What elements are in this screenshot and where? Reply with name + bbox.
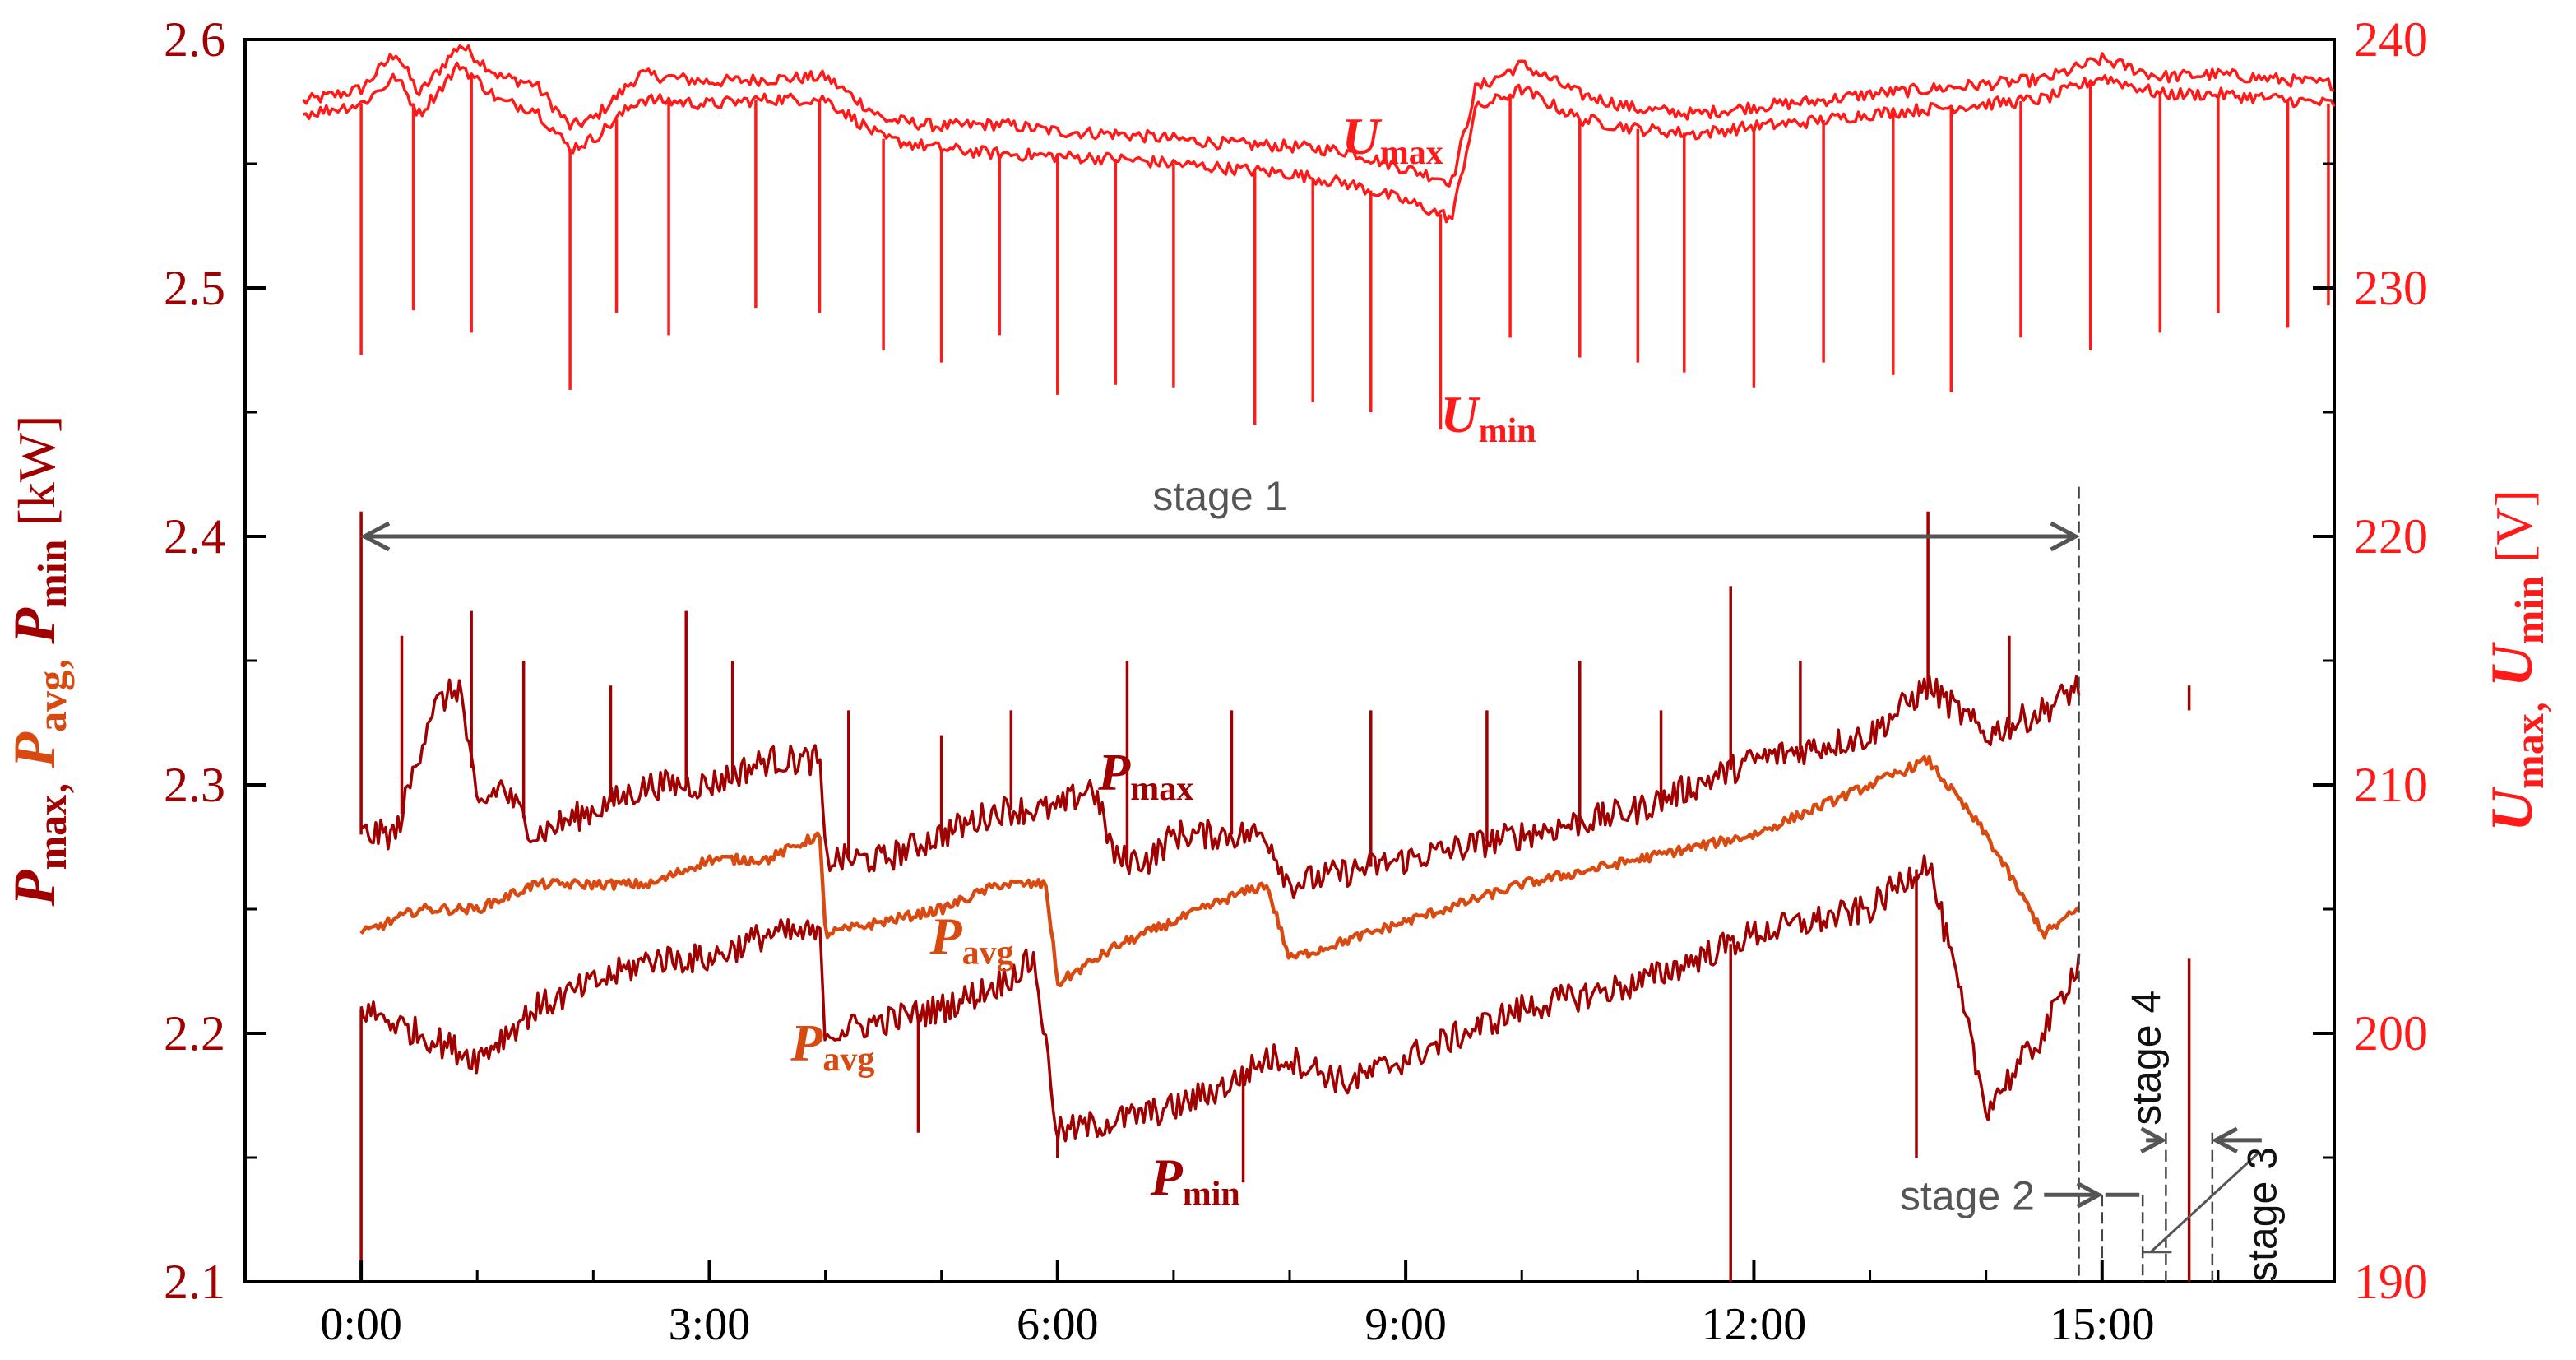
left-tick-label: 2.5 <box>164 261 225 315</box>
x-tick-label: 9:00 <box>1364 1299 1447 1350</box>
stage4-arrowhead <box>2140 1126 2167 1154</box>
right-tick-label: 230 <box>2354 261 2428 315</box>
stage4-label: stage 4 <box>2123 991 2169 1126</box>
left-tick-label: 2.2 <box>164 1006 225 1061</box>
stage3-pointer <box>2150 1151 2260 1253</box>
stage1-arrowhead-left <box>359 521 391 552</box>
label-pavg-lower-sub: avg <box>822 1041 874 1079</box>
right-axis-label-sep <box>2496 563 2555 576</box>
left-tick-label: 2.6 <box>164 12 225 67</box>
label-pavg: Pavg <box>929 907 1014 972</box>
label-pavg-lower: Pavg <box>790 1014 874 1079</box>
right-axis-label-unit: [V] <box>2485 490 2543 563</box>
x-tick-label: 0:00 <box>320 1299 402 1350</box>
series-line-pmin <box>359 854 2081 1143</box>
left-axis-label-sub: min <box>29 539 75 608</box>
x-tick-label: 6:00 <box>1017 1299 1099 1350</box>
right-tick-label: 210 <box>2354 758 2428 812</box>
series-layer <box>302 44 2336 1282</box>
right-tick-label: 220 <box>2354 509 2428 564</box>
label-umax: Umax <box>1342 107 1443 172</box>
right-axis-label-sep: , <box>2496 687 2555 713</box>
stage3-arrowhead <box>2211 1126 2239 1154</box>
label-umax-sub: max <box>1380 134 1443 172</box>
label-pavg-lower-main: P <box>790 1014 823 1072</box>
label-pavg-main: P <box>929 907 963 965</box>
stage1-arrowhead-right <box>2050 521 2080 552</box>
label-umin-sub: min <box>1479 412 1536 450</box>
right-tick-label: 200 <box>2354 1006 2428 1061</box>
stage2-label: stage 2 <box>1900 1172 2035 1218</box>
right-axis-label-sub: max <box>2506 713 2552 789</box>
right-axis-label-main: U <box>2479 786 2545 832</box>
left-axis-label-sep: , <box>19 768 77 795</box>
stage3-label: stage 3 <box>2239 1147 2285 1282</box>
left-axis-label-sub: avg <box>29 671 75 732</box>
label-umin: Umin <box>1440 385 1536 450</box>
stage2-arrowhead <box>2076 1181 2104 1209</box>
left-axis-label-unit: [kW] <box>7 415 66 527</box>
left-axis-label-sub: max <box>29 795 75 870</box>
x-tick-label: 3:00 <box>669 1299 751 1350</box>
right-axis-label: Umax, Umin [V] <box>2479 490 2555 832</box>
series-line-pmax <box>360 674 2081 899</box>
label-umin-main: U <box>1440 385 1480 443</box>
left-tick-label: 2.1 <box>164 1255 225 1309</box>
x-tick-label: 15:00 <box>2050 1299 2155 1350</box>
label-pmax-sub: max <box>1130 770 1193 808</box>
series-line-umax <box>302 44 2335 188</box>
x-tick-label: 12:00 <box>1702 1299 1807 1350</box>
series-line-pavg <box>359 754 2081 988</box>
left-axis-label-main: P <box>2 607 67 645</box>
left-axis-label-main: P <box>2 731 67 769</box>
label-pmin-main: P <box>1150 1148 1184 1206</box>
left-axis-label-main: P <box>2 870 67 907</box>
stage1-label: stage 1 <box>1152 473 1287 519</box>
label-pmax-main: P <box>1097 743 1131 801</box>
right-tick-label: 240 <box>2354 12 2428 67</box>
tick-label-layer: 2.1 2.2 2.3 2.4 2.5 2.6 190 200 210 220 230 240 0:00… <box>164 12 2428 1350</box>
label-pavg-sub: avg <box>962 934 1014 972</box>
label-pmin: Pmin <box>1150 1148 1240 1213</box>
axis-label-layer: Pmax, Pavg, Pmin [kW] Umax, Umin [V] <box>2 415 2555 907</box>
label-pmax: Pmax <box>1097 743 1193 808</box>
right-axis-label-sub: min <box>2506 576 2552 645</box>
label-pmin-sub: min <box>1183 1175 1240 1213</box>
series-line-umin <box>303 61 2336 224</box>
left-tick-label: 2.4 <box>164 509 225 564</box>
right-tick-label: 190 <box>2354 1255 2428 1309</box>
left-axis-label-sep <box>19 527 77 540</box>
left-tick-label: 2.3 <box>164 758 225 812</box>
right-axis-label-main: U <box>2479 641 2545 687</box>
label-umax-main: U <box>1342 107 1383 165</box>
left-axis-label: Pmax, Pavg, Pmin [kW] <box>2 415 77 907</box>
left-axis-label-sep: , <box>19 644 77 671</box>
